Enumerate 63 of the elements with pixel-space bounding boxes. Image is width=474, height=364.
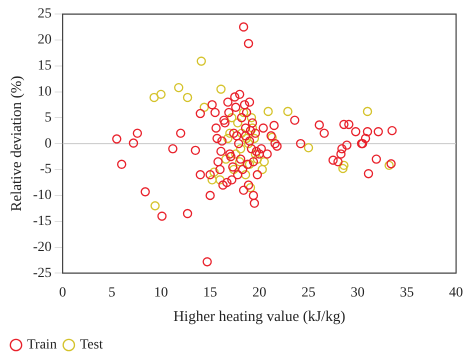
y-tick-label: 0	[44, 136, 52, 152]
point	[244, 138, 254, 148]
point	[182, 92, 192, 102]
x-tick-label: 30	[350, 285, 365, 300]
y-axis-title: Relative deviation (%)	[8, 76, 25, 212]
point	[227, 113, 236, 122]
point	[216, 84, 226, 94]
y-tick-label: 15	[38, 58, 52, 74]
point	[362, 106, 372, 116]
y-tick-label: 20	[38, 32, 52, 48]
point	[236, 128, 246, 138]
point	[238, 108, 248, 118]
y-tick-label: -10	[32, 188, 52, 204]
y-tick-label: -5	[40, 162, 52, 178]
point	[250, 149, 260, 159]
point	[209, 167, 219, 177]
x-tick-label: 5	[108, 285, 116, 300]
y-tick-label: 5	[44, 110, 52, 126]
point	[304, 143, 314, 152]
y-tick-label: -20	[32, 240, 52, 255]
point	[260, 157, 269, 166]
x-tick-label: 15	[203, 285, 218, 300]
x-tick-label: 35	[400, 285, 414, 300]
point	[240, 170, 250, 180]
y-tick-label: -15	[32, 214, 52, 230]
point	[221, 154, 231, 164]
point	[207, 175, 217, 185]
point	[150, 201, 160, 210]
point	[236, 144, 246, 154]
point	[196, 56, 206, 66]
point	[283, 106, 292, 116]
point	[246, 113, 256, 122]
point	[156, 90, 166, 99]
point	[215, 175, 225, 185]
x-axis-title: Higher heating value (kJ/kg)	[173, 308, 346, 325]
point	[264, 106, 273, 116]
x-tick-label: 0	[59, 285, 66, 300]
point	[250, 134, 260, 144]
point	[223, 134, 233, 144]
legend-label: Train	[27, 338, 57, 353]
point	[231, 149, 240, 159]
point	[233, 118, 242, 128]
legend-label: Test	[80, 338, 104, 353]
point	[200, 102, 209, 112]
x-tick-label: 10	[154, 285, 168, 300]
y-tick-label: 10	[38, 84, 52, 100]
point	[339, 160, 349, 170]
y-tick-label: 25	[38, 6, 52, 22]
point	[225, 128, 234, 138]
point	[258, 164, 267, 174]
x-tick-label: 20	[252, 285, 266, 300]
y-tick-label: -25	[32, 266, 52, 281]
point	[246, 183, 256, 192]
point	[149, 92, 159, 102]
x-tick-label: 40	[449, 285, 463, 300]
point	[229, 164, 238, 174]
point	[242, 134, 252, 144]
point	[235, 157, 244, 166]
point	[174, 82, 184, 92]
point	[338, 164, 348, 174]
point	[248, 123, 258, 133]
point	[252, 154, 262, 164]
x-tick-label: 25	[302, 285, 316, 300]
